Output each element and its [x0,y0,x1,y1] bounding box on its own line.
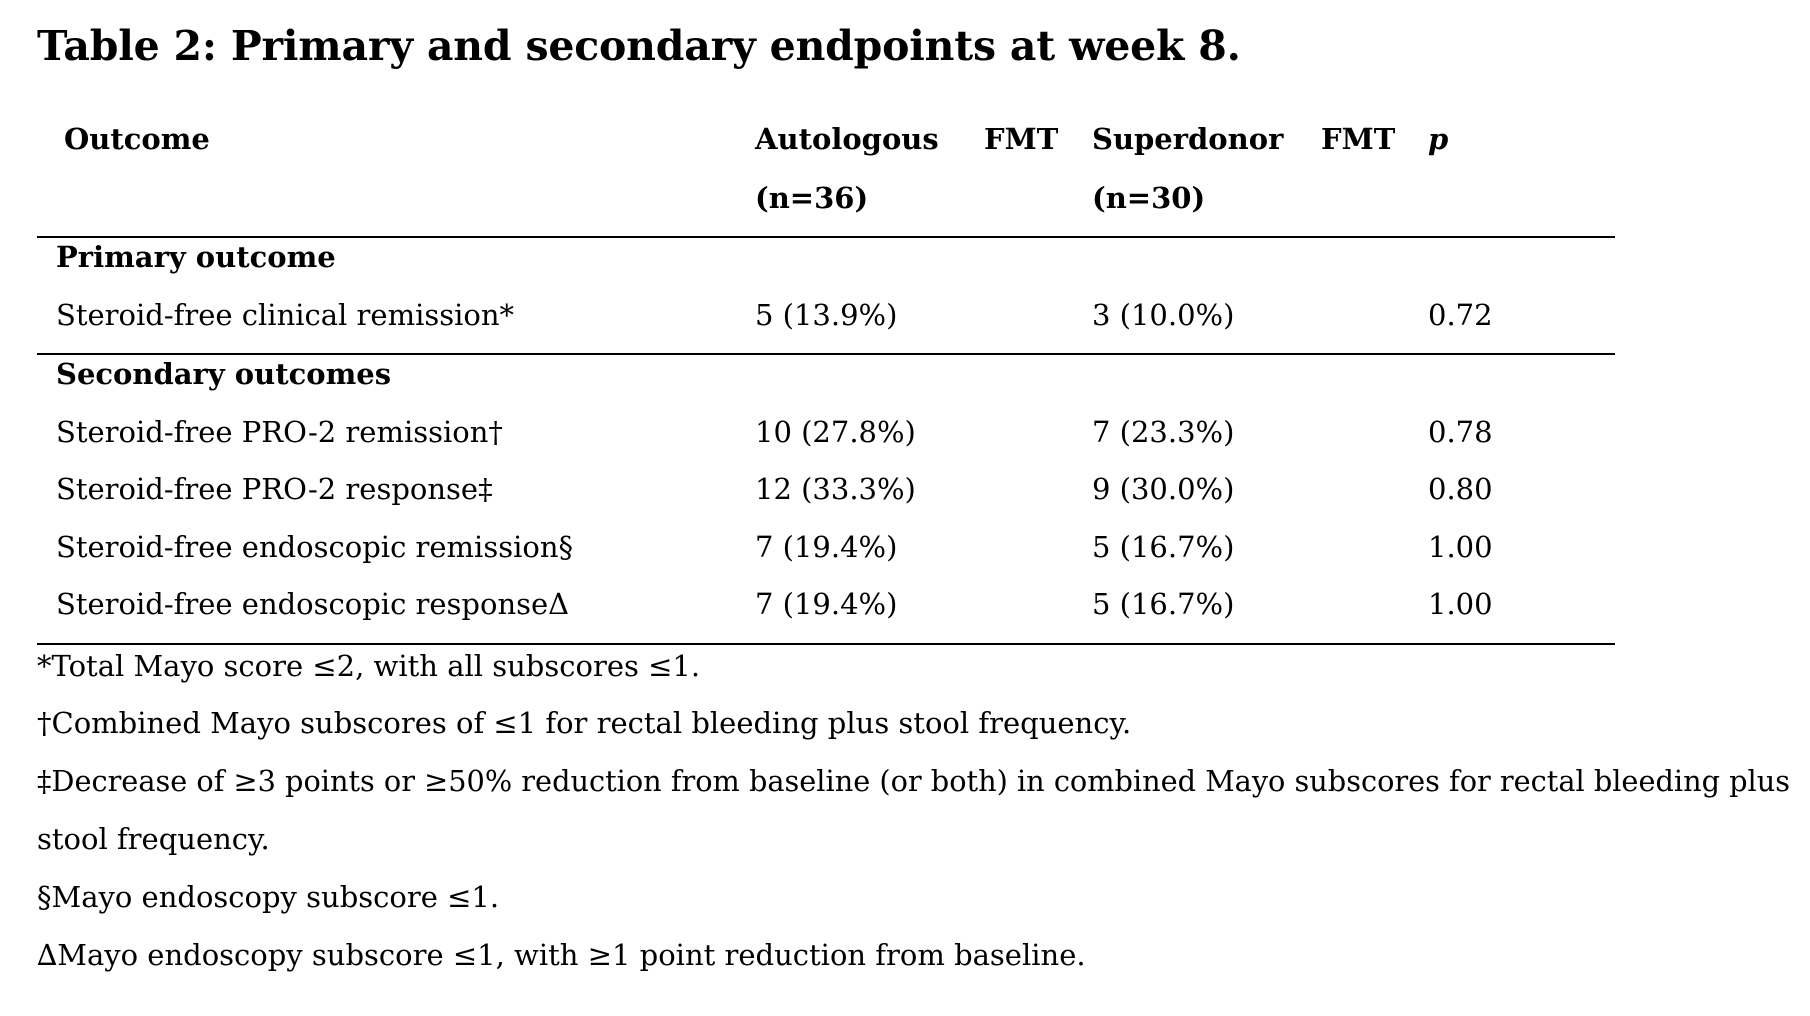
row-autologous: 10 (27.8%) [755,415,916,449]
column-header-outcome: Outcome [64,122,210,156]
table-bottom-rule [37,643,1615,645]
row-superdonor: 9 (30.0%) [1092,472,1235,506]
column-header-p: p [1428,122,1449,156]
row-p-value: 0.72 [1428,298,1493,332]
row-outcome: Steroid-free clinical remission* [56,298,515,332]
column-header-autologous: Autologous [755,122,939,156]
row-p-value: 1.00 [1428,587,1493,621]
row-p-value: 0.80 [1428,472,1493,506]
column-header-superdonor: Superdonor [1092,122,1284,156]
column-header-autologous-n: (n=36) [755,181,869,215]
row-p-value: 1.00 [1428,530,1493,564]
footnote: stool frequency. [37,822,270,856]
footnote: ‡Decrease of ≥3 points or ≥50% reduction… [37,764,1791,798]
column-header-superdonor-n: (n=30) [1092,181,1206,215]
column-header-autologous-fmt: FMT [984,122,1059,156]
table-title: Table 2: Primary and secondary endpoints… [37,22,1241,70]
row-p-value: 0.78 [1428,415,1493,449]
row-outcome: Steroid-free endoscopic remission§ [56,530,574,564]
section-rule [37,353,1615,355]
row-outcome: Steroid-free PRO-2 response‡ [56,472,493,506]
section-heading-primary: Primary outcome [56,240,336,274]
column-header-superdonor-fmt: FMT [1321,122,1396,156]
footnote: ∆Mayo endoscopy subscore ≤1, with ≥1 poi… [37,938,1086,972]
row-autologous: 12 (33.3%) [755,472,916,506]
header-rule [37,236,1615,238]
row-autologous: 7 (19.4%) [755,530,898,564]
section-heading-secondary: Secondary outcomes [56,357,392,391]
footnote: *Total Mayo score ≤2, with all subscores… [37,649,701,683]
row-superdonor: 7 (23.3%) [1092,415,1235,449]
row-superdonor: 3 (10.0%) [1092,298,1235,332]
footnote: †Combined Mayo subscores of ≤1 for recta… [37,706,1132,740]
row-outcome: Steroid-free PRO-2 remission† [56,415,503,449]
footnote: §Mayo endoscopy subscore ≤1. [37,880,500,914]
row-superdonor: 5 (16.7%) [1092,587,1235,621]
row-outcome: Steroid-free endoscopic responseΔ [56,587,570,621]
row-superdonor: 5 (16.7%) [1092,530,1235,564]
row-autologous: 5 (13.9%) [755,298,898,332]
row-autologous: 7 (19.4%) [755,587,898,621]
